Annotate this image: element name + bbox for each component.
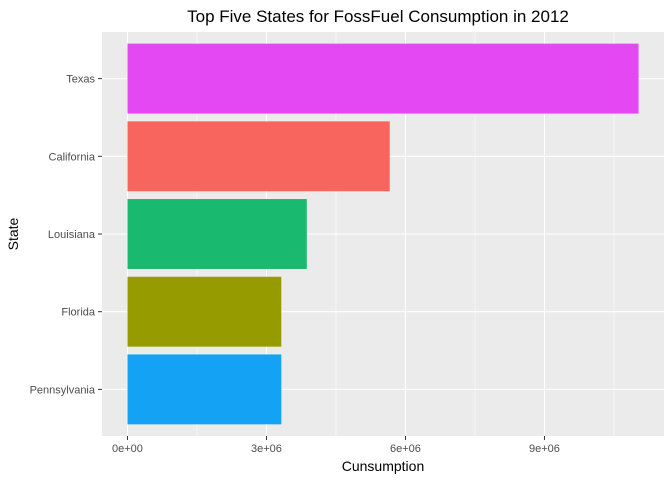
x-tick-label: 9e+06 (529, 443, 560, 455)
bar-california (127, 121, 390, 192)
y-axis: Texas California Louisiana Florida Pennsylva… (30, 74, 102, 396)
x-axis-title: Cunsumption (342, 458, 425, 474)
y-tick-label: Pennsylvania (30, 384, 96, 396)
bar-pennsylvania (127, 354, 282, 425)
y-tick-label: Florida (61, 307, 96, 319)
chart-title: Top Five States for FossFuel Consumption… (187, 7, 569, 26)
x-axis: 0e+00 3e+06 6e+06 9e+06 (112, 436, 560, 455)
y-axis-title: State (5, 217, 21, 250)
x-tick-label: 0e+00 (112, 443, 143, 455)
bar-florida (127, 276, 282, 347)
y-tick-label: Texas (66, 74, 95, 86)
bars (127, 43, 639, 425)
x-tick-label: 3e+06 (251, 443, 282, 455)
bar-louisiana (127, 199, 307, 269)
bar-texas (127, 43, 639, 114)
y-tick-label: California (49, 151, 96, 163)
x-tick-label: 6e+06 (390, 443, 421, 455)
y-tick-label: Louisiana (48, 229, 96, 241)
